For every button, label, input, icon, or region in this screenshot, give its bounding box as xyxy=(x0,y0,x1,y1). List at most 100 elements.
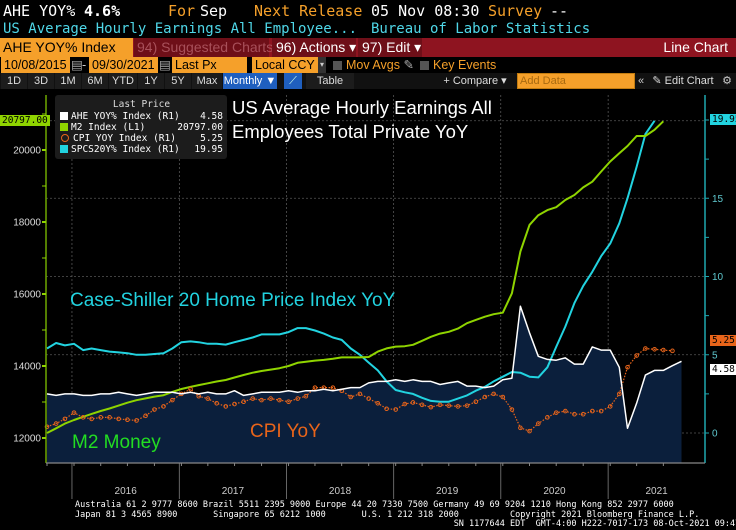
cpi-data-point xyxy=(268,396,273,401)
cpi-data-point xyxy=(652,346,657,352)
description: US Average Hourly Earnings All Employee.… xyxy=(3,21,358,37)
actions-menu[interactable]: 96) Actions ▾ xyxy=(272,38,356,57)
x-axis-tick-label: 2021 xyxy=(645,486,668,497)
key-events-label: Key Events xyxy=(433,58,497,72)
calendar-icon[interactable]: ▤ xyxy=(159,58,171,72)
cpi-data-point xyxy=(214,400,219,406)
survey-label: Survey xyxy=(488,2,543,20)
period-6m[interactable]: 6M xyxy=(82,73,108,89)
suggested-charts-button[interactable]: 94) Suggested Charts xyxy=(134,38,273,57)
cpi-data-point xyxy=(277,397,282,403)
cpi-data-point xyxy=(143,413,148,419)
edit-chart-button[interactable]: ✎ Edit Chart xyxy=(652,75,714,87)
x-axis-tick-label: 2016 xyxy=(115,486,138,497)
pencil-icon[interactable]: ✎ xyxy=(399,58,414,72)
cpi-data-point xyxy=(80,415,86,420)
currency-select[interactable]: Local CCY xyxy=(252,57,318,73)
checkbox-icon[interactable] xyxy=(333,61,342,70)
ahe-area-fill xyxy=(47,306,682,463)
ticker: AHE YOY% xyxy=(3,2,76,20)
period-ytd[interactable]: YTD xyxy=(109,73,137,89)
last-value: 4.6% xyxy=(84,2,121,20)
cpi-data-point xyxy=(607,404,613,409)
legend-value: 5.25 xyxy=(200,133,223,144)
frequency-select[interactable]: Monthly ▼ xyxy=(223,73,277,89)
period-5y[interactable]: 5Y xyxy=(165,73,191,89)
ahe-series-line xyxy=(46,305,682,430)
cpi-data-point xyxy=(590,408,595,414)
cpi-data-point xyxy=(125,417,130,422)
legend-label: SPCS20Y% Index (R1) xyxy=(71,144,180,155)
chart-type-label[interactable]: Line Chart xyxy=(663,39,728,55)
footer: Australia 61 2 9777 8600 Brazil 5511 239… xyxy=(75,500,736,530)
x-axis-tick-label: 2020 xyxy=(543,486,566,497)
calendar-icon[interactable]: ▤ xyxy=(71,58,83,72)
cpi-data-point xyxy=(625,364,630,370)
table-button[interactable]: Table xyxy=(306,73,354,89)
compare-button[interactable]: + Compare ▾ xyxy=(443,75,507,87)
chart-title: US Average Hourly Earnings All Employees… xyxy=(232,97,492,142)
cpi-series-line xyxy=(46,347,673,432)
cpi-data-point xyxy=(455,404,461,409)
add-data-input[interactable]: Add Data xyxy=(517,73,635,89)
cpi-data-point xyxy=(134,418,139,423)
cpi-data-point xyxy=(89,416,94,422)
field-select[interactable]: Last Px xyxy=(172,57,247,73)
cpi-data-point xyxy=(446,403,452,408)
period-1m[interactable]: 1M xyxy=(55,73,81,89)
m2-series-line xyxy=(46,120,664,434)
cpi-data-point xyxy=(241,399,246,405)
legend-label: AHE YOY% Index (R1) xyxy=(71,111,180,122)
mov-avgs-checkbox[interactable]: Mov Avgs ✎ xyxy=(333,57,414,73)
cpi-data-point xyxy=(437,402,443,408)
legend-item-cpi[interactable]: CPI YOY Index (R1) 5.25 xyxy=(60,133,223,144)
cpi-data-point xyxy=(98,415,104,420)
chart-settings-bar: 10/08/2015 ▤ - 09/30/2021 ▤ Last Px Loca… xyxy=(0,57,736,73)
cpi-data-point xyxy=(545,415,550,420)
for-value: Sep xyxy=(200,2,228,20)
cpi-data-point xyxy=(500,394,506,400)
period-1d[interactable]: 1D xyxy=(1,73,27,89)
cpi-data-point xyxy=(419,402,425,408)
cpi-data-point xyxy=(303,393,309,399)
cpi-data-point xyxy=(357,391,363,397)
period-max[interactable]: Max xyxy=(192,73,222,89)
cpi-data-point xyxy=(464,403,470,408)
legend-item-m2[interactable]: M2 Index (L1) 20797.00 xyxy=(60,122,223,133)
legend-value: 20797.00 xyxy=(177,122,223,133)
checkbox-icon[interactable] xyxy=(420,61,429,70)
period-1y[interactable]: 1Y xyxy=(138,73,164,89)
cpi-data-point xyxy=(295,396,300,401)
left-axis-tick-label: 14000 xyxy=(13,362,41,373)
line-chart-icon[interactable]: ⟋ xyxy=(284,73,302,89)
cpi-data-point xyxy=(44,424,50,430)
cpi-data-point xyxy=(393,407,398,412)
cpi-data-point xyxy=(348,394,354,400)
cpi-data-point xyxy=(617,391,622,397)
security-input[interactable]: AHE YOY% Index xyxy=(0,38,133,57)
footer-line: Japan 81 3 4565 8900 Singapore 65 6212 1… xyxy=(75,509,700,520)
legend-item-ahe[interactable]: AHE YOY% Index (R1) 4.58 xyxy=(60,111,223,122)
cpi-data-point xyxy=(527,428,532,434)
legend-value: 4.58 xyxy=(200,111,223,122)
cpi-data-point xyxy=(670,348,675,354)
annotation-m2: M2 Money xyxy=(72,432,161,453)
cpi-data-point xyxy=(563,408,568,414)
cpi-data-point xyxy=(161,404,166,409)
cpi-data-point xyxy=(473,399,479,405)
survey-value: -- xyxy=(550,2,569,20)
edit-menu[interactable]: 97) Edit ▾ xyxy=(358,38,422,57)
collapse-icon[interactable]: « xyxy=(637,75,645,87)
settings-gear-icon[interactable]: ⚙ xyxy=(722,75,732,87)
annotation-case-shiller: Case-Shiller 20 Home Price Index YoY xyxy=(70,290,396,311)
chevron-down-icon[interactable]: ▾ xyxy=(318,57,326,73)
cpi-data-point xyxy=(518,425,523,431)
legend-item-spcs[interactable]: SPCS20Y% Index (R1) 19.95 xyxy=(60,144,223,155)
end-date-input[interactable]: 09/30/2021 xyxy=(89,57,158,73)
key-events-checkbox[interactable]: Key Events xyxy=(420,57,496,73)
legend[interactable]: Last Price AHE YOY% Index (R1) 4.58 M2 In… xyxy=(55,95,227,159)
start-date-input[interactable]: 10/08/2015 xyxy=(1,57,70,73)
cpi-data-point xyxy=(598,408,604,414)
period-3d[interactable]: 3D xyxy=(28,73,54,89)
cpi-data-point xyxy=(250,396,256,401)
